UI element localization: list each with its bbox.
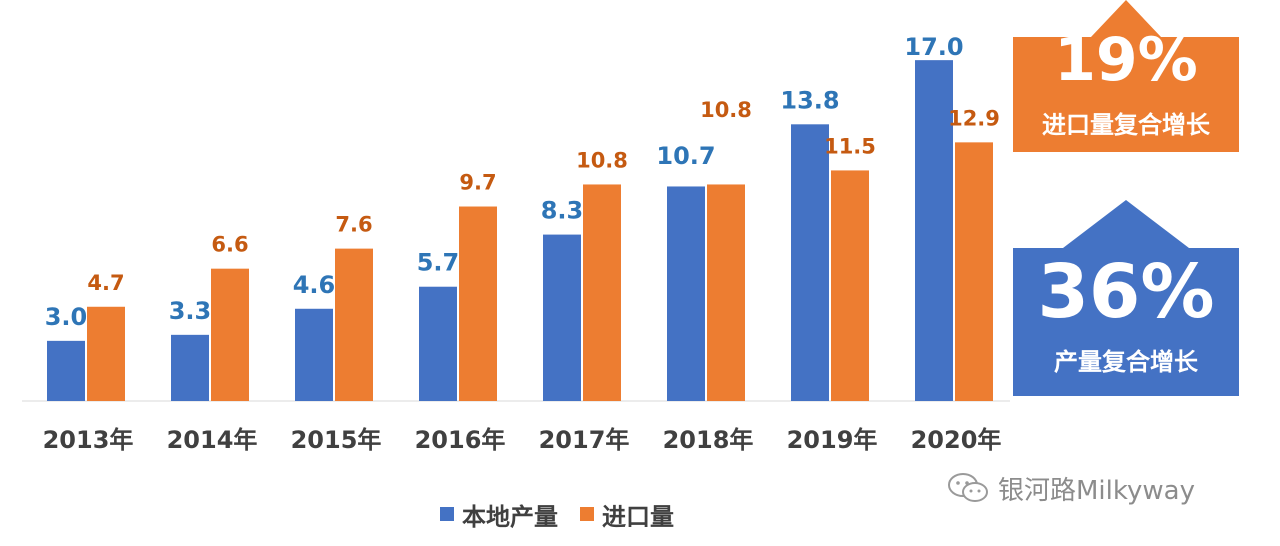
bar-production-6 <box>791 124 829 401</box>
x-tick-label-4: 2017年 <box>539 426 630 454</box>
bar-import-7 <box>955 142 993 402</box>
production-growth-callout: 36% 产量复合增长 <box>1013 200 1239 396</box>
x-tick-label-0: 2013年 <box>43 426 134 454</box>
bar-chart: 3.0 4.7 2013年 3.3 6.6 2014年 4.6 7.6 2015年 5.7 9.7 2… <box>22 33 1010 454</box>
x-tick-label-7: 2020年 <box>911 426 1002 454</box>
import-growth-percent: 19% <box>1054 25 1198 95</box>
bar-production-2 <box>295 308 333 401</box>
legend-item-import: 进口量 <box>580 497 674 532</box>
x-tick-label-5: 2018年 <box>663 426 754 454</box>
bar-production-1 <box>171 334 209 401</box>
bar-import-4 <box>583 184 621 401</box>
x-tick-label-1: 2014年 <box>167 426 258 454</box>
data-label-import-3: 9.7 <box>459 171 496 195</box>
bar-production-3 <box>419 286 457 401</box>
bar-production-4 <box>543 234 581 401</box>
x-tick-label-2: 2015年 <box>291 426 382 454</box>
data-label-import-6: 11.5 <box>824 134 876 158</box>
data-label-import-4: 10.8 <box>576 148 628 172</box>
x-tick-label-3: 2016年 <box>415 426 506 454</box>
data-label-production-1: 3.3 <box>169 297 212 325</box>
data-label-import-5: 10.8 <box>700 98 752 122</box>
import-callout-shape <box>1013 0 1239 152</box>
data-label-production-4: 8.3 <box>541 197 584 225</box>
x-tick-label-6: 2019年 <box>787 426 878 454</box>
bar-import-5 <box>707 184 745 401</box>
bar-import-3 <box>459 206 497 401</box>
data-label-import-1: 6.6 <box>211 233 248 257</box>
data-label-production-5: 10.7 <box>656 142 715 170</box>
chart-legend: 本地产量 进口量 <box>440 497 696 532</box>
bar-production-5 <box>667 186 705 401</box>
legend-swatch-import <box>580 507 594 521</box>
data-label-production-2: 4.6 <box>293 271 336 299</box>
bar-production-7 <box>915 60 953 402</box>
production-growth-percent: 36% <box>1037 249 1215 335</box>
watermark: 银河路Milkyway <box>946 470 1195 506</box>
data-label-import-2: 7.6 <box>335 213 372 237</box>
bar-production-0 <box>47 340 85 401</box>
data-label-production-7: 17.0 <box>904 33 963 61</box>
data-label-import-7: 12.9 <box>948 106 1000 130</box>
data-label-import-0: 4.7 <box>87 271 124 295</box>
production-callout-shape <box>1013 200 1239 396</box>
legend-label-production: 本地产量 <box>462 502 558 531</box>
bar-import-6 <box>831 170 869 401</box>
legend-label-import: 进口量 <box>602 502 674 531</box>
watermark-text: 银河路Milkyway <box>998 475 1195 506</box>
legend-item-production: 本地产量 <box>440 497 558 532</box>
data-label-production-6: 13.8 <box>780 86 839 114</box>
bar-import-2 <box>335 248 373 401</box>
callout-arrow-up-shape <box>1013 0 1239 152</box>
data-label-production-3: 5.7 <box>417 249 460 277</box>
callout-arrow-up-shape <box>1013 200 1239 396</box>
data-label-production-0: 3.0 <box>45 303 88 331</box>
legend-swatch-production <box>440 507 454 521</box>
wechat-icon <box>948 473 988 502</box>
bar-import-0 <box>87 306 125 401</box>
production-growth-label: 产量复合增长 <box>1054 348 1198 376</box>
import-growth-label: 进口量复合增长 <box>1042 111 1210 139</box>
import-growth-callout: 19% 进口量复合增长 <box>1013 0 1239 152</box>
bar-import-1 <box>211 268 249 401</box>
